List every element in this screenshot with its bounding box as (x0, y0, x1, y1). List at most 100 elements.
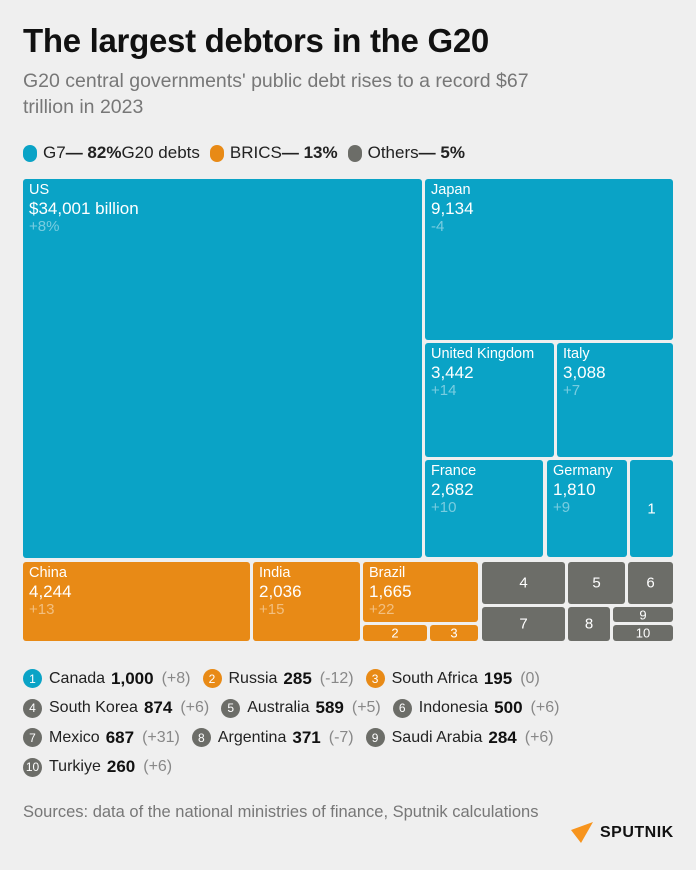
cell-index: 10 (635, 625, 651, 641)
key-country-name: Argentina (217, 728, 287, 746)
treemap-cell-turkiye: 10 (613, 625, 673, 641)
treemap: US $34,001 billion +8% Japan 9,134 -4 United K… (23, 179, 673, 641)
key-entry-south-korea: 4 South Korea 874 (+6) (23, 698, 209, 718)
key-entry-mexico: 7 Mexico 687 (+31) (23, 728, 180, 748)
key-change: (-7) (328, 728, 354, 746)
cell-index: 6 (646, 574, 655, 592)
logo-text: SPUTNIK (600, 824, 674, 841)
key-value: 687 (105, 727, 135, 747)
cell-value: 9,134 (431, 199, 474, 218)
key-country-name: Mexico (49, 728, 100, 746)
legend-item-brics: BRICS — 13% (209, 143, 338, 163)
cell-value: 4,244 (29, 582, 72, 601)
key-entry-russia: 2 Russia 285 (-12) (202, 668, 354, 689)
key-entry-canada: 1 Canada 1,000 (+8) (23, 669, 191, 689)
key-index-badge: 6 (392, 698, 412, 718)
key-entry-australia: 5 Australia 589 (+5) (221, 698, 381, 718)
treemap-cell-argentina: 8 (568, 607, 610, 641)
cell-change: +9 (553, 499, 571, 516)
key-change: (+31) (142, 728, 180, 746)
legend-label: BRICS (229, 143, 282, 162)
cell-change: +7 (563, 382, 581, 399)
key-index-badge: 5 (221, 698, 241, 718)
key-value: 500 (494, 698, 523, 718)
cell-change: +22 (369, 601, 395, 618)
cell-name: France (431, 463, 477, 479)
cell-name: Brazil (369, 565, 406, 581)
treemap-cell-france: France 2,682 +10 (425, 460, 543, 557)
key-row: 10 Turkiye 260 (+6) (23, 753, 683, 783)
cell-name: Japan (431, 182, 471, 198)
legend-swatch-g7 (23, 144, 37, 162)
treemap-cell-italy: Italy 3,088 +7 (557, 343, 673, 457)
cell-change: +13 (29, 601, 55, 618)
key-value: 371 (292, 727, 321, 747)
key-value: 1,000 (111, 668, 154, 688)
key-value: 285 (283, 668, 312, 688)
treemap-cell-canada: 1 (630, 460, 673, 557)
key-entry-indonesia: 6 Indonesia 500 (+6) (392, 698, 560, 718)
treemap-cell-china: China 4,244 +13 (23, 562, 250, 641)
cell-change: -4 (431, 218, 445, 235)
legend-item-g7: G7 — 82% G20 debts (23, 143, 200, 163)
cell-value: 3,442 (431, 363, 474, 382)
cell-value: 2,036 (259, 582, 302, 601)
treemap-cell-australia: 5 (568, 562, 625, 604)
key-country-name: South Korea (49, 699, 138, 717)
key-country-name: Canada (49, 669, 106, 687)
cell-change: +10 (431, 499, 457, 516)
legend-swatch-brics (209, 144, 224, 162)
key-value: 284 (488, 727, 517, 747)
key-value: 589 (315, 698, 344, 718)
cell-value: 1,665 (369, 582, 412, 601)
key-value: 874 (143, 698, 173, 718)
key-country-name: South Africa (391, 669, 478, 687)
key-value: 260 (106, 757, 136, 777)
cell-change: +15 (259, 601, 285, 618)
cell-index: 9 (639, 607, 647, 622)
legend-share: — 13% (281, 143, 338, 162)
treemap-cell-south-africa: 3 (430, 625, 478, 641)
cell-change: +8% (29, 218, 60, 235)
key-country-name: Indonesia (418, 699, 489, 717)
treemap-cell-south-korea: 4 (482, 562, 565, 604)
treemap-cell-united-kingdom: United Kingdom 3,442 +14 (425, 343, 554, 457)
cell-name: India (259, 565, 291, 581)
treemap-cell-russia: 2 (363, 625, 427, 641)
key-index-badge: 10 (23, 757, 42, 777)
key-change: (+6) (524, 728, 554, 746)
cell-index: 2 (391, 625, 399, 641)
key-index-badge: 3 (365, 669, 385, 689)
key-change: (+5) (351, 699, 381, 717)
legend-label: Others (367, 143, 419, 162)
cell-value: 2,682 (431, 480, 474, 499)
cell-value: $34,001 billion (29, 199, 139, 218)
legend-share: — 82% (65, 143, 122, 162)
legend: G7 — 82% G20 debts BRICS — 13% Others — … (23, 143, 475, 163)
key-entry-south-africa: 3 South Africa 195 (0) (365, 669, 540, 689)
key-change: (0) (520, 669, 540, 687)
key-change: (+6) (143, 758, 173, 776)
sputnik-logo-icon (571, 822, 593, 843)
legend-label: G7 (43, 143, 66, 162)
treemap-cell-saudi-arabia: 9 (613, 607, 673, 622)
cell-name: China (29, 565, 67, 581)
treemap-cell-japan: Japan 9,134 -4 (425, 179, 673, 340)
cell-index: 8 (584, 615, 594, 633)
treemap-cell-germany: Germany 1,810 +9 (547, 460, 627, 557)
cell-change: +14 (431, 382, 457, 399)
chart-title: The largest debtors in the G20 (23, 22, 489, 59)
key-index-badge: 7 (23, 728, 42, 748)
key-change: (-12) (319, 669, 354, 687)
legend-suffix: G20 debts (121, 143, 200, 162)
treemap-cell-brazil: Brazil 1,665 +22 (363, 562, 478, 622)
key-change: (+6) (180, 699, 210, 717)
key-country-name: Australia (247, 699, 310, 717)
legend-item-others: Others — 5% (347, 143, 465, 163)
cell-name: United Kingdom (431, 346, 535, 362)
treemap-cell-india: India 2,036 +15 (253, 562, 360, 641)
key-row: 1 Canada 1,000 (+8) 2 Russia 285 (-12) 3 South Af… (23, 664, 683, 694)
key-change: (+6) (530, 699, 560, 717)
key-country-name: Russia (228, 669, 278, 687)
key-entry-argentina: 8 Argentina 371 (-7) (191, 727, 354, 748)
